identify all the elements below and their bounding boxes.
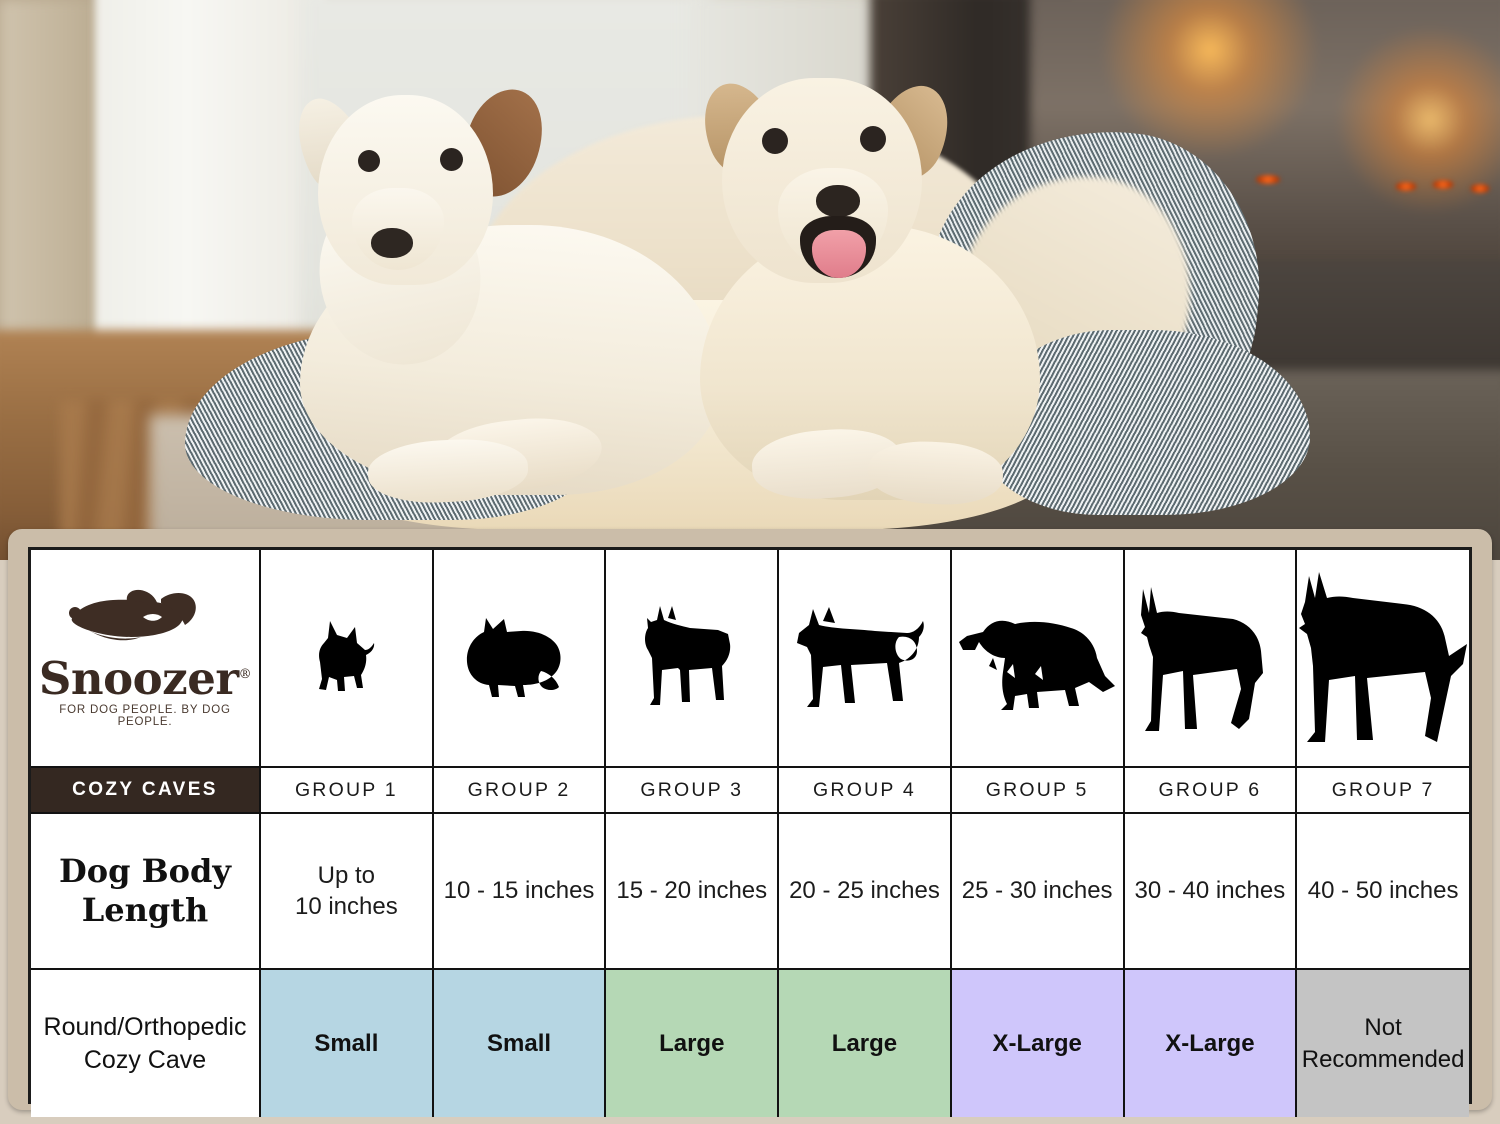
photo-dog-right-eye [860,126,886,152]
sizing-table: Snoozer® FOR DOG PEOPLE. BY DOG PEOPLE. [31,550,1469,1117]
table-row-silhouettes: Snoozer® FOR DOG PEOPLE. BY DOG PEOPLE. [31,550,1469,768]
recommendation-value-7-line2: Recommended [1301,1045,1465,1073]
body-length-value-1-line1: Up to [317,861,376,889]
table-row-group-headers: COZY CAVES GROUP 1 GROUP 2 GROUP 3 GROUP… [31,766,1469,814]
body-length-value-5: 25 - 30 inches [949,812,1125,970]
brand-logo-cell: Snoozer® FOR DOG PEOPLE. BY DOG PEOPLE. [31,550,261,768]
photo-dog-left-nose [371,228,413,258]
silhouette-cell-group-6 [1122,550,1298,768]
silhouette-cell-group-7 [1295,550,1469,768]
photo-dog-left-eye [358,150,380,172]
great-dane-silhouette-icon [1299,572,1468,742]
recommendation-value-7: Not Recommended [1295,968,1469,1117]
cozy-caves-header: COZY CAVES [31,766,261,814]
photo-ember [1255,175,1281,184]
golden-retriever-silhouette-icon [959,620,1116,710]
row-header-cozy-cave: Round/Orthopedic Cozy Cave [31,968,261,1117]
recommendation-value-2: Small [431,968,607,1117]
silhouette-cell-group-1 [259,550,434,768]
hero-photo [0,0,1500,560]
group-header-4: GROUP 4 [777,766,952,814]
row-header-cozy-cave-line1: Round/Orthopedic [43,1013,247,1041]
body-length-value-2: 10 - 15 inches [431,812,607,970]
chihuahua-silhouette-icon [319,621,375,691]
doberman-silhouette-icon [1140,587,1263,731]
row-header-cozy-cave-line2: Cozy Cave [83,1045,207,1074]
silhouette-cell-group-2 [431,550,607,768]
body-length-value-7: 40 - 50 inches [1295,812,1469,970]
photo-dog-right-eye [762,128,788,154]
photo-ember [1395,182,1417,191]
photo-ember [1470,184,1490,193]
body-length-value-1: Up to 10 inches [259,812,434,970]
group-header-3: GROUP 3 [604,766,780,814]
group-header-1: GROUP 1 [259,766,434,814]
photo-dog-right-nose [816,185,860,217]
recommendation-value-5: X-Large [949,968,1125,1117]
boston-terrier-silhouette-icon [644,606,730,705]
group-header-5: GROUP 5 [949,766,1125,814]
recommendation-value-6: X-Large [1122,968,1298,1117]
silhouette-cell-group-3 [604,550,780,768]
body-length-value-4: 20 - 25 inches [777,812,952,970]
silhouette-cell-group-4 [777,550,952,768]
sizing-chart-frame: Snoozer® FOR DOG PEOPLE. BY DOG PEOPLE. [8,529,1492,1117]
brand-tagline: FOR DOG PEOPLE. BY DOG PEOPLE. [59,703,231,728]
shiba-inu-silhouette-icon [797,607,925,707]
group-header-2: GROUP 2 [431,766,607,814]
registered-trademark-icon: ® [238,666,252,682]
body-length-value-6: 30 - 40 inches [1122,812,1298,970]
body-length-value-3: 15 - 20 inches [604,812,780,970]
pomeranian-silhouette-icon [466,618,561,697]
table-row-body-length: Dog Body Length Up to 10 inches 10 - 15 … [31,812,1469,970]
recommendation-value-4: Large [777,968,952,1117]
table-row-recommendation: Round/Orthopedic Cozy Cave Small Small L… [31,968,1469,1117]
sizing-chart-inner: Snoozer® FOR DOG PEOPLE. BY DOG PEOPLE. [28,547,1472,1117]
row-header-body-length: Dog Body Length [31,812,261,970]
body-length-value-1-line2: 10 inches [294,893,398,920]
brand-name: Snoozer® [38,651,252,705]
recommendation-value-1: Small [259,968,434,1117]
group-header-7: GROUP 7 [1295,766,1469,814]
row-header-body-length-line1: Dog Body [59,851,231,890]
silhouette-cell-group-5 [949,550,1125,768]
photo-dog-bed-rim-right [980,330,1310,515]
snoozer-dog-head-logo-icon [65,589,225,652]
photo-dog-right-tongue [812,230,866,278]
recommendation-value-3: Large [604,968,780,1117]
row-header-body-length-line2: Length [81,891,209,929]
photo-ember [1432,180,1454,189]
recommendation-value-7-line1: Not [1364,1014,1402,1042]
photo-dog-left-eye [440,148,463,171]
group-header-6: GROUP 6 [1122,766,1298,814]
